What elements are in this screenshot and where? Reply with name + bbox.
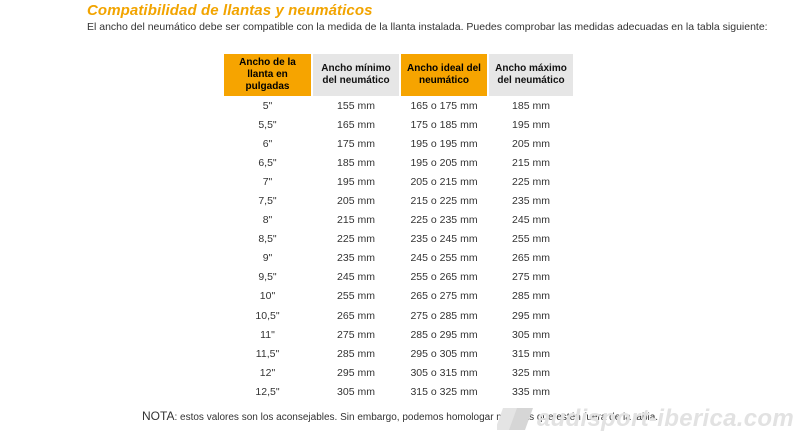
table-body: 5" 155 mm 165 o 175 mm 185 mm 5,5" 165 mm 175 … xyxy=(224,96,573,402)
rim-width-cell: 9,5" xyxy=(258,271,277,284)
page-subtitle: El ancho del neumático debe ser compatib… xyxy=(87,21,768,33)
min-width-cell: 285 mm xyxy=(337,347,375,360)
ideal-width-cell: 265 o 275 mm xyxy=(410,290,478,303)
ideal-width-cell: 275 o 285 mm xyxy=(410,309,478,322)
rim-width-cell: 11" xyxy=(260,328,275,341)
footnote-text: : estos valores son los aconsejables. Si… xyxy=(174,412,659,423)
min-width-cell: 195 mm xyxy=(337,175,375,188)
min-width-cell: 225 mm xyxy=(337,233,375,246)
max-width-cell: 315 mm xyxy=(512,347,550,360)
table-row: 6" 175 mm 195 o 195 mm 205 mm xyxy=(224,134,573,153)
min-width-cell: 255 mm xyxy=(337,290,375,303)
max-width-cell: 305 mm xyxy=(512,328,550,341)
table-row: 10" 255 mm 265 o 275 mm 285 mm xyxy=(224,287,573,306)
rim-width-cell: 6" xyxy=(262,137,273,150)
audisport-logo-icon xyxy=(496,408,533,430)
max-width-cell: 265 mm xyxy=(512,252,550,265)
table-row: 5" 155 mm 165 o 175 mm 185 mm xyxy=(224,96,573,115)
rim-width-cell: 10,5" xyxy=(255,309,280,322)
min-width-cell: 265 mm xyxy=(337,309,375,322)
table-row: 12" 295 mm 305 o 315 mm 325 mm xyxy=(224,363,573,382)
ideal-width-cell: 315 o 325 mm xyxy=(410,385,478,398)
max-width-cell: 325 mm xyxy=(512,366,550,379)
rim-width-cell: 7,5" xyxy=(258,195,277,208)
table-row: 8,5" 225 mm 235 o 245 mm 255 mm xyxy=(224,230,573,249)
ideal-width-cell: 195 o 205 mm xyxy=(410,156,478,169)
ideal-width-cell: 205 o 215 mm xyxy=(410,175,478,188)
rim-width-cell: 12,5" xyxy=(255,385,280,398)
table-row: 12,5" 305 mm 315 o 325 mm 335 mm xyxy=(224,382,573,401)
ideal-width-cell: 285 o 295 mm xyxy=(410,328,478,341)
rim-width-cell: 7" xyxy=(262,175,273,188)
ideal-width-cell: 305 o 315 mm xyxy=(410,366,478,379)
max-width-cell: 275 mm xyxy=(512,271,550,284)
table-row: 9,5" 245 mm 255 o 265 mm 275 mm xyxy=(224,268,573,287)
page-title: Compatibilidad de llantas y neumáticos xyxy=(87,2,373,19)
table-row: 11,5" 285 mm 295 o 305 mm 315 mm xyxy=(224,344,573,363)
min-width-cell: 155 mm xyxy=(337,99,375,112)
rim-width-cell: 6,5" xyxy=(258,156,277,169)
ideal-width-cell: 235 o 245 mm xyxy=(410,233,478,246)
min-width-cell: 235 mm xyxy=(337,252,375,265)
min-width-cell: 215 mm xyxy=(337,214,375,227)
max-width-cell: 295 mm xyxy=(512,309,550,322)
min-width-cell: 305 mm xyxy=(337,385,375,398)
header-max-width: Ancho máximo del neumático xyxy=(489,54,573,96)
table-header-row: Ancho de la llanta en pulgadas Ancho mín… xyxy=(224,54,573,96)
rim-width-cell: 5,5" xyxy=(258,118,277,131)
rim-width-cell: 12" xyxy=(259,366,276,379)
max-width-cell: 285 mm xyxy=(512,290,550,303)
table-row: 11" 275 mm 285 o 295 mm 305 mm xyxy=(224,325,573,344)
table-row: 9" 235 mm 245 o 255 mm 265 mm xyxy=(224,249,573,268)
min-width-cell: 175 mm xyxy=(337,137,375,150)
max-width-cell: 245 mm xyxy=(512,214,550,227)
min-width-cell: 165 mm xyxy=(337,118,375,131)
max-width-cell: 235 mm xyxy=(512,195,550,208)
rim-width-cell: 8" xyxy=(262,214,273,227)
header-min-width: Ancho mínimo del neumático xyxy=(313,54,399,96)
min-width-cell: 205 mm xyxy=(337,195,375,208)
tire-compatibility-table: Ancho de la llanta en pulgadas Ancho mín… xyxy=(222,54,575,402)
rim-width-cell: 5" xyxy=(262,99,273,112)
ideal-width-cell: 295 o 305 mm xyxy=(410,347,478,360)
table-row: 10,5" 265 mm 275 o 285 mm 295 mm xyxy=(224,306,573,325)
table-row: 8" 215 mm 225 o 235 mm 245 mm xyxy=(224,211,573,230)
ideal-width-cell: 165 o 175 mm xyxy=(410,99,478,112)
max-width-cell: 205 mm xyxy=(512,137,550,150)
max-width-cell: 215 mm xyxy=(512,156,550,169)
ideal-width-cell: 215 o 225 mm xyxy=(410,195,478,208)
table-row: 5,5" 165 mm 175 o 185 mm 195 mm xyxy=(224,115,573,134)
min-width-cell: 185 mm xyxy=(337,156,375,169)
max-width-cell: 335 mm xyxy=(512,385,550,398)
table-row: 7,5" 205 mm 215 o 225 mm 235 mm xyxy=(224,191,573,210)
ideal-width-cell: 245 o 255 mm xyxy=(410,252,478,265)
rim-width-cell: 9" xyxy=(262,252,273,265)
watermark: audisport-iberica.com xyxy=(496,405,794,433)
ideal-width-cell: 225 o 235 mm xyxy=(410,214,478,227)
rim-width-cell: 8,5" xyxy=(258,233,277,246)
ideal-width-cell: 175 o 185 mm xyxy=(410,118,478,131)
max-width-cell: 195 mm xyxy=(512,118,550,131)
max-width-cell: 185 mm xyxy=(512,99,550,112)
footnote-label: NOTA xyxy=(142,409,175,423)
watermark-text: audisport-iberica.com xyxy=(536,405,794,432)
rim-width-cell: 10" xyxy=(259,290,276,303)
rim-width-cell: 11,5" xyxy=(255,347,280,360)
ideal-width-cell: 255 o 265 mm xyxy=(410,271,478,284)
max-width-cell: 255 mm xyxy=(512,233,550,246)
min-width-cell: 245 mm xyxy=(337,271,375,284)
ideal-width-cell: 195 o 195 mm xyxy=(410,137,478,150)
table-row: 6,5" 185 mm 195 o 205 mm 215 mm xyxy=(224,153,573,172)
max-width-cell: 225 mm xyxy=(512,175,550,188)
min-width-cell: 295 mm xyxy=(337,366,375,379)
min-width-cell: 275 mm xyxy=(337,328,375,341)
header-rim-width: Ancho de la llanta en pulgadas xyxy=(224,54,311,96)
table-row: 7" 195 mm 205 o 215 mm 225 mm xyxy=(224,172,573,191)
header-ideal-width: Ancho ideal del neumático xyxy=(401,54,487,96)
footnote: NOTA: estos valores son los aconsejables… xyxy=(142,409,658,423)
